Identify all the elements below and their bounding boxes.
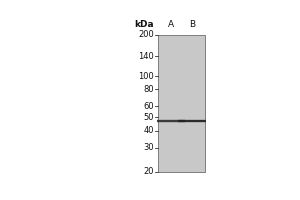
Text: B: B [189,20,195,29]
Text: 50: 50 [143,113,154,122]
Text: 30: 30 [143,143,154,152]
Text: 40: 40 [143,126,154,135]
Text: 100: 100 [138,72,154,81]
FancyBboxPatch shape [158,119,185,120]
FancyBboxPatch shape [158,120,185,122]
FancyBboxPatch shape [158,35,205,172]
FancyBboxPatch shape [178,122,206,123]
FancyBboxPatch shape [158,122,185,123]
Text: 200: 200 [138,30,154,39]
Text: 20: 20 [143,167,154,176]
Text: kDa: kDa [134,20,154,29]
FancyBboxPatch shape [178,120,206,122]
Text: A: A [168,20,175,29]
Text: 140: 140 [138,52,154,61]
Text: 60: 60 [143,102,154,111]
FancyBboxPatch shape [178,119,206,120]
Text: 80: 80 [143,85,154,94]
